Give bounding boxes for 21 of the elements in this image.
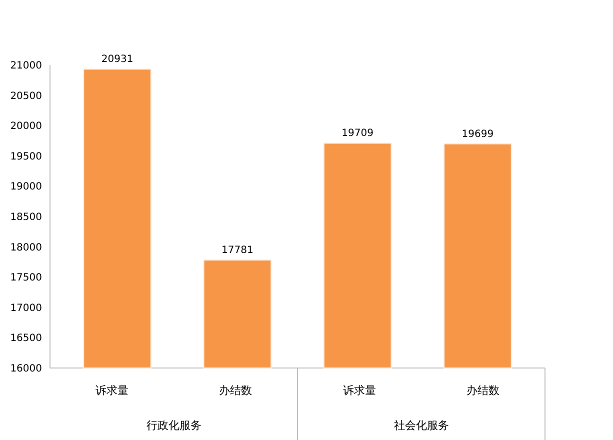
- y-tick-label: 21000: [10, 60, 42, 72]
- data-label: 17781: [222, 245, 254, 256]
- data-label: 19709: [342, 128, 374, 140]
- x-tick-label: 诉求量: [95, 384, 128, 397]
- y-tick-label: 17500: [10, 272, 42, 284]
- text: 社会化服务: [394, 418, 449, 432]
- x-tick-label: 诉求量: [342, 384, 376, 397]
- x-tick-label: 办结数: [466, 384, 500, 397]
- y-tick-label: 19500: [10, 151, 42, 162]
- y-tick-label: 20500: [10, 90, 42, 102]
- y-tick-label: 18500: [10, 212, 42, 223]
- data-label: 20931: [101, 54, 134, 66]
- y-tick-label: 20000: [10, 121, 42, 132]
- text: 行政化服务: [146, 418, 202, 432]
- y-tick-label: 18000: [10, 242, 42, 254]
- data-label: 19699: [462, 128, 494, 140]
- x-tick-label: 办结数: [219, 384, 252, 397]
- y-tick-label: 16500: [10, 333, 42, 344]
- y-tick-label: 19000: [10, 182, 42, 193]
- y-tick-label: 17000: [10, 302, 42, 314]
- y-tick-label: 16000: [10, 364, 42, 374]
